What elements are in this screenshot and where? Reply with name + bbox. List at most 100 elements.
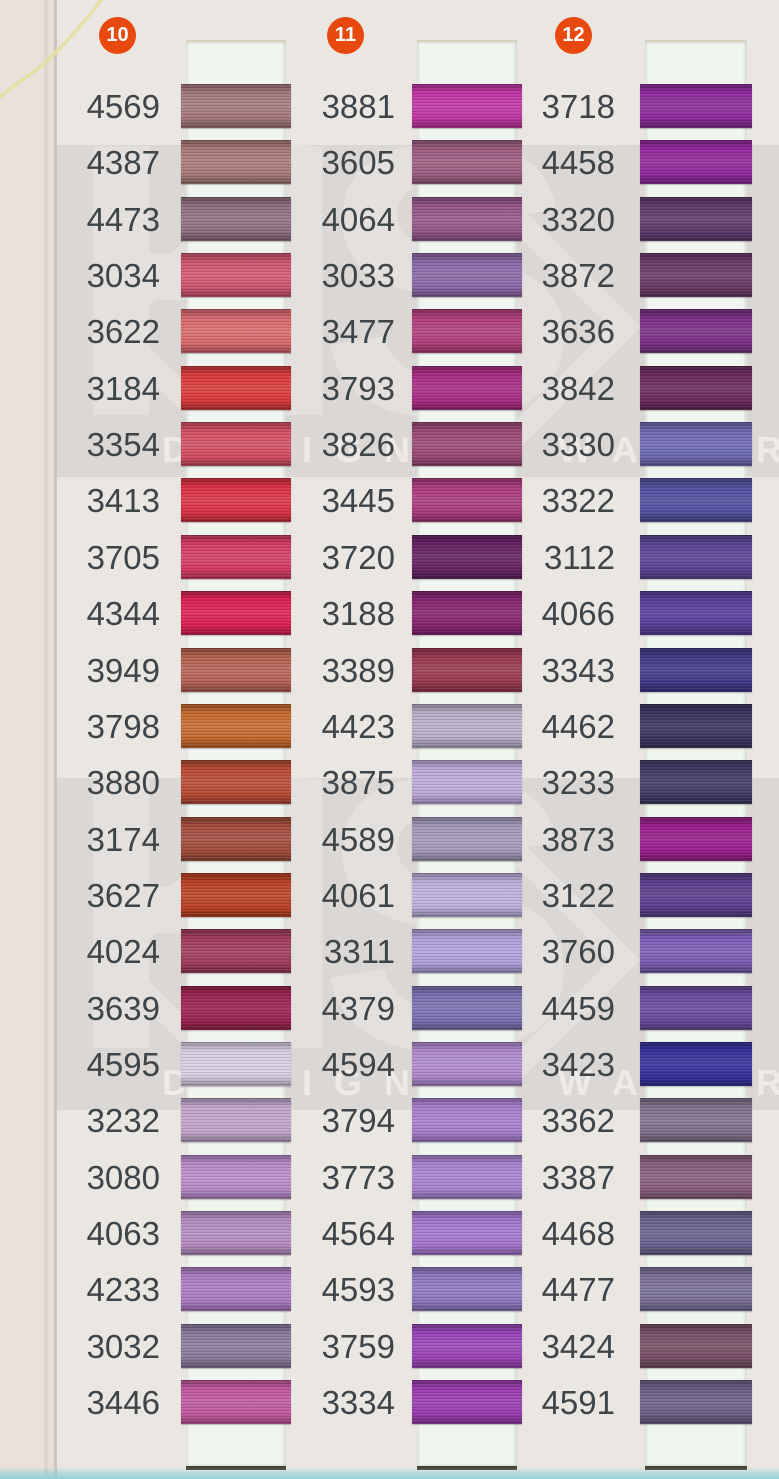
thread-swatch <box>181 591 291 635</box>
thread-swatch <box>640 986 752 1030</box>
thread-code-label: 3636 <box>541 313 615 350</box>
thread-code-label: 3232 <box>86 1102 160 1139</box>
thread-swatch <box>181 1098 291 1142</box>
thread-code-label: 3112 <box>544 539 615 576</box>
thread-swatch <box>181 309 291 353</box>
thread-code-label: 4468 <box>541 1215 615 1252</box>
thread-code-label: 3032 <box>86 1328 160 1365</box>
thread-code-label: 4458 <box>541 144 615 181</box>
thread-code-label: 3423 <box>541 1046 615 1083</box>
thread-code-label: 3873 <box>541 821 615 858</box>
thread-swatch <box>640 760 752 804</box>
thread-swatch <box>181 1211 291 1255</box>
thread-swatch <box>181 1042 291 1086</box>
thread-swatch <box>640 929 752 973</box>
thread-code-label: 3880 <box>86 764 160 801</box>
thread-code-label: 3705 <box>86 539 160 576</box>
thread-code-label: 4233 <box>86 1271 160 1308</box>
thread-swatch <box>412 478 522 522</box>
thread-code-label: 3174 <box>86 821 160 858</box>
thread-swatch <box>181 84 291 128</box>
column-badge-11: 11 <box>327 17 364 54</box>
thread-code-label: 3760 <box>541 933 615 970</box>
thread-code-label: 3622 <box>86 313 160 350</box>
thread-code-label: 3034 <box>86 257 160 294</box>
thread-swatch <box>181 422 291 466</box>
thread-swatch <box>640 1155 752 1199</box>
thread-code-label: 4379 <box>321 990 395 1027</box>
thread-swatch <box>412 873 522 917</box>
thread-code-label: 4066 <box>541 595 615 632</box>
thread-code-label: 4423 <box>321 708 395 745</box>
thread-code-label: 4569 <box>86 88 160 125</box>
thread-code-label: 3320 <box>541 201 615 238</box>
thread-code-label: 4064 <box>321 201 395 238</box>
thread-code-label: 3389 <box>321 652 395 689</box>
thread-swatch <box>640 197 752 241</box>
thread-swatch <box>181 760 291 804</box>
thread-swatch <box>640 1267 752 1311</box>
thread-swatch <box>640 309 752 353</box>
thread-swatch <box>412 929 522 973</box>
scan-bottom-edge <box>0 1467 779 1479</box>
thread-swatch <box>181 366 291 410</box>
thread-code-label: 4594 <box>321 1046 395 1083</box>
thread-code-label: 3445 <box>321 482 395 519</box>
thread-swatch <box>181 1380 291 1424</box>
thread-code-label: 3184 <box>86 370 160 407</box>
thread-code-label: 3322 <box>541 482 615 519</box>
thread-swatch <box>640 648 752 692</box>
thread-code-label: 3759 <box>321 1328 395 1365</box>
thread-code-label: 3720 <box>321 539 395 576</box>
thread-swatch <box>181 197 291 241</box>
thread-swatch <box>640 422 752 466</box>
thread-swatch <box>412 140 522 184</box>
thread-swatch <box>181 648 291 692</box>
thread-code-label: 3477 <box>321 313 395 350</box>
thread-code-label: 3639 <box>86 990 160 1027</box>
thread-swatch <box>640 478 752 522</box>
thread-code-label: 3605 <box>321 144 395 181</box>
thread-swatch <box>640 140 752 184</box>
thread-code-label: 3773 <box>321 1159 395 1196</box>
thread-code-label: 3330 <box>541 426 615 463</box>
thread-code-label: 3362 <box>541 1102 615 1139</box>
thread-swatch <box>181 140 291 184</box>
thread-code-label: 4024 <box>86 933 160 970</box>
thread-swatch <box>640 591 752 635</box>
thread-code-label: 3793 <box>321 370 395 407</box>
thread-swatch <box>640 873 752 917</box>
thread-swatch <box>412 84 522 128</box>
thread-code-label: 4459 <box>541 990 615 1027</box>
thread-swatch <box>412 1267 522 1311</box>
thread-code-label: 3424 <box>541 1328 615 1365</box>
thread-code-label: 4462 <box>541 708 615 745</box>
thread-swatch <box>412 1098 522 1142</box>
thread-swatch <box>412 1380 522 1424</box>
thread-code-label: 4564 <box>321 1215 395 1252</box>
thread-swatch <box>412 197 522 241</box>
thread-code-label: 4589 <box>321 821 395 858</box>
thread-swatch <box>412 986 522 1030</box>
thread-swatch <box>640 1098 752 1142</box>
thread-code-label: 4061 <box>321 877 395 914</box>
thread-code-label: 3413 <box>86 482 160 519</box>
thread-swatch <box>412 1211 522 1255</box>
thread-swatch <box>412 309 522 353</box>
thread-code-label: 3354 <box>86 426 160 463</box>
thread-code-label: 4344 <box>86 595 160 632</box>
thread-code-label: 3080 <box>86 1159 160 1196</box>
thread-code-label: 3122 <box>541 877 615 914</box>
thread-swatch <box>640 1211 752 1255</box>
thread-code-label: 3881 <box>321 88 395 125</box>
thread-swatch <box>412 422 522 466</box>
thread-code-label: 3387 <box>541 1159 615 1196</box>
card-left-edge <box>0 0 57 1479</box>
thread-swatch <box>412 760 522 804</box>
thread-code-label: 3826 <box>321 426 395 463</box>
thread-swatch <box>640 366 752 410</box>
thread-code-label: 4063 <box>86 1215 160 1252</box>
thread-code-label: 4591 <box>541 1384 615 1421</box>
thread-swatch <box>412 591 522 635</box>
